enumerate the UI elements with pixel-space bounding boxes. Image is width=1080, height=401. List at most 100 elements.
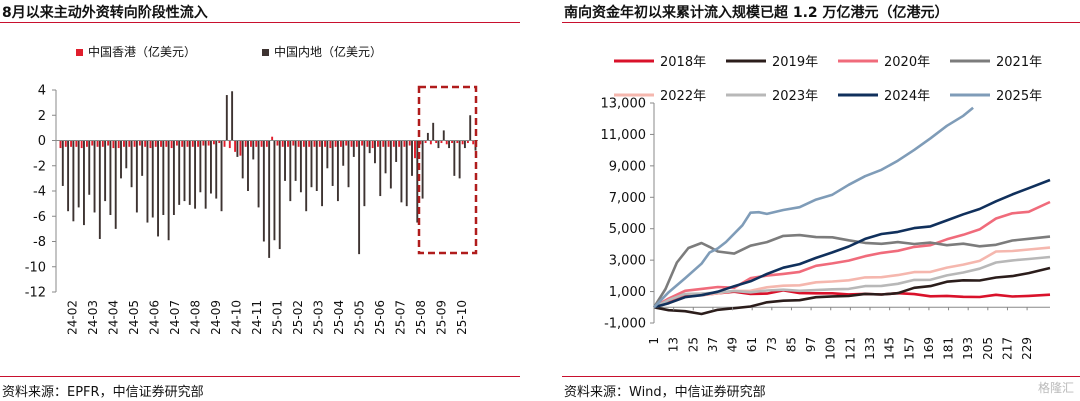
bar-mainland (220, 140, 223, 212)
bar-hk (445, 140, 448, 145)
x-tick-label: 181 (942, 337, 956, 360)
series-line-2023年 (653, 255, 1051, 309)
bar-mainland (421, 140, 424, 199)
y-tick-label: 4 (38, 84, 46, 99)
bar-mainland (210, 140, 212, 194)
legend-swatch-2 (262, 49, 269, 56)
bar-mainland (262, 140, 265, 242)
bar-hk (461, 140, 464, 145)
bar-mainland (342, 140, 345, 166)
bar-mainland (178, 140, 181, 205)
bar-hk (228, 140, 231, 149)
bar-mainland (167, 140, 170, 241)
y-tick-label: 13,000 (601, 97, 647, 112)
x-tick-label: 24-07 (168, 300, 182, 335)
bar-mainland (252, 140, 255, 160)
bar-mainland (305, 140, 308, 212)
x-tick-label: 25-08 (414, 300, 428, 335)
bar-hk (350, 140, 353, 147)
bar-mainland (257, 140, 260, 208)
right-title-divider (562, 22, 1080, 23)
bar-mainland (199, 140, 202, 193)
bar-hk (165, 140, 168, 147)
y-tick-label: 7,000 (609, 191, 646, 206)
bar-hk (387, 140, 390, 147)
bar-hk (218, 140, 221, 144)
legend-label-2022年: 2022年 (660, 89, 706, 104)
bar-mainland (458, 140, 461, 179)
bar-mainland (299, 140, 302, 193)
y-tick-label: -2 (33, 159, 46, 174)
x-tick-label: 24-10 (229, 300, 243, 335)
x-tick-label: 97 (804, 337, 818, 352)
bar-hk (472, 140, 475, 145)
bar-hk (302, 140, 305, 147)
bar-mainland (172, 140, 175, 215)
bar-hk (250, 140, 252, 147)
left-bar-chart: 中国香港（亿美元） 中国内地（亿美元） 4 2 0 -2 -4 -6 -8 -10 -12 24-02… (25, 44, 478, 335)
bar-mainland (416, 140, 419, 223)
bar-hk (377, 140, 379, 147)
x-tick-label: 61 (745, 337, 759, 352)
bar-mainland (310, 140, 313, 188)
bar-hk (239, 140, 242, 156)
bar-hk (382, 140, 385, 147)
bar-mainland (88, 140, 91, 195)
bar-mainland (241, 140, 244, 179)
bar-mainland (194, 140, 197, 209)
bar-hk (308, 140, 311, 147)
bar-hk (154, 140, 157, 147)
x-tick-label: 229 (1020, 337, 1034, 360)
bar-mainland (83, 140, 85, 226)
bar-hk (451, 140, 453, 144)
bar-mainland (326, 140, 329, 169)
bar-hk (339, 140, 342, 147)
bar-mainland (469, 115, 472, 141)
bar-hk (175, 140, 178, 146)
bar-hk (403, 140, 406, 147)
bar-hk (276, 140, 279, 146)
bar-hk (392, 140, 395, 147)
bar-mainland (93, 140, 96, 213)
right-chart-title: 南向资金年初以来累计流入规模已超 1.2 万亿港元（亿港元） (564, 5, 949, 21)
bar-mainland (347, 140, 350, 188)
bar-mainland (109, 140, 112, 215)
bar-hk (414, 140, 416, 159)
bar-mainland (405, 140, 408, 207)
y-tick-label: 11,000 (601, 128, 647, 143)
x-tick-label: 24-08 (188, 300, 202, 335)
bar-mainland (426, 132, 429, 141)
bar-mainland (284, 140, 286, 181)
bar-mainland (236, 140, 239, 157)
bar-mainland (162, 140, 165, 215)
bar-hk (265, 140, 268, 147)
bar-hk (398, 140, 401, 147)
bar-mainland (67, 140, 70, 212)
bar-hk (160, 140, 162, 147)
bar-mainland (374, 140, 376, 164)
bar-mainland (114, 140, 117, 229)
bar-mainland (146, 140, 149, 223)
bar-mainland (400, 140, 403, 203)
bar-hk (366, 140, 369, 147)
bar-hk (419, 140, 422, 145)
bar-mainland (98, 140, 101, 239)
x-tick-label: 109 (824, 337, 838, 360)
bar-mainland (294, 140, 297, 181)
x-tick-label: 193 (961, 337, 975, 360)
legend-label-2019年: 2019年 (772, 55, 818, 70)
x-tick-label: 24-11 (250, 300, 264, 335)
series-line-2019年 (653, 266, 1051, 316)
y-tick-label: 0 (38, 134, 46, 149)
bar-hk (212, 140, 215, 145)
bar-hk (117, 140, 120, 149)
bar-mainland (157, 140, 159, 237)
bar-mainland (331, 140, 334, 186)
series-line-2025年 (653, 106, 974, 309)
bar-hk (292, 140, 295, 146)
right-chart-panel: 南向资金年初以来累计流入规模已超 1.2 万亿港元（亿港元） 2018年 2019… (562, 0, 1080, 401)
x-tick-label: 24-05 (127, 300, 141, 335)
bar-hk (324, 140, 326, 147)
y-tick-label: -4 (33, 185, 46, 200)
x-tick-label: 25-01 (270, 300, 284, 335)
